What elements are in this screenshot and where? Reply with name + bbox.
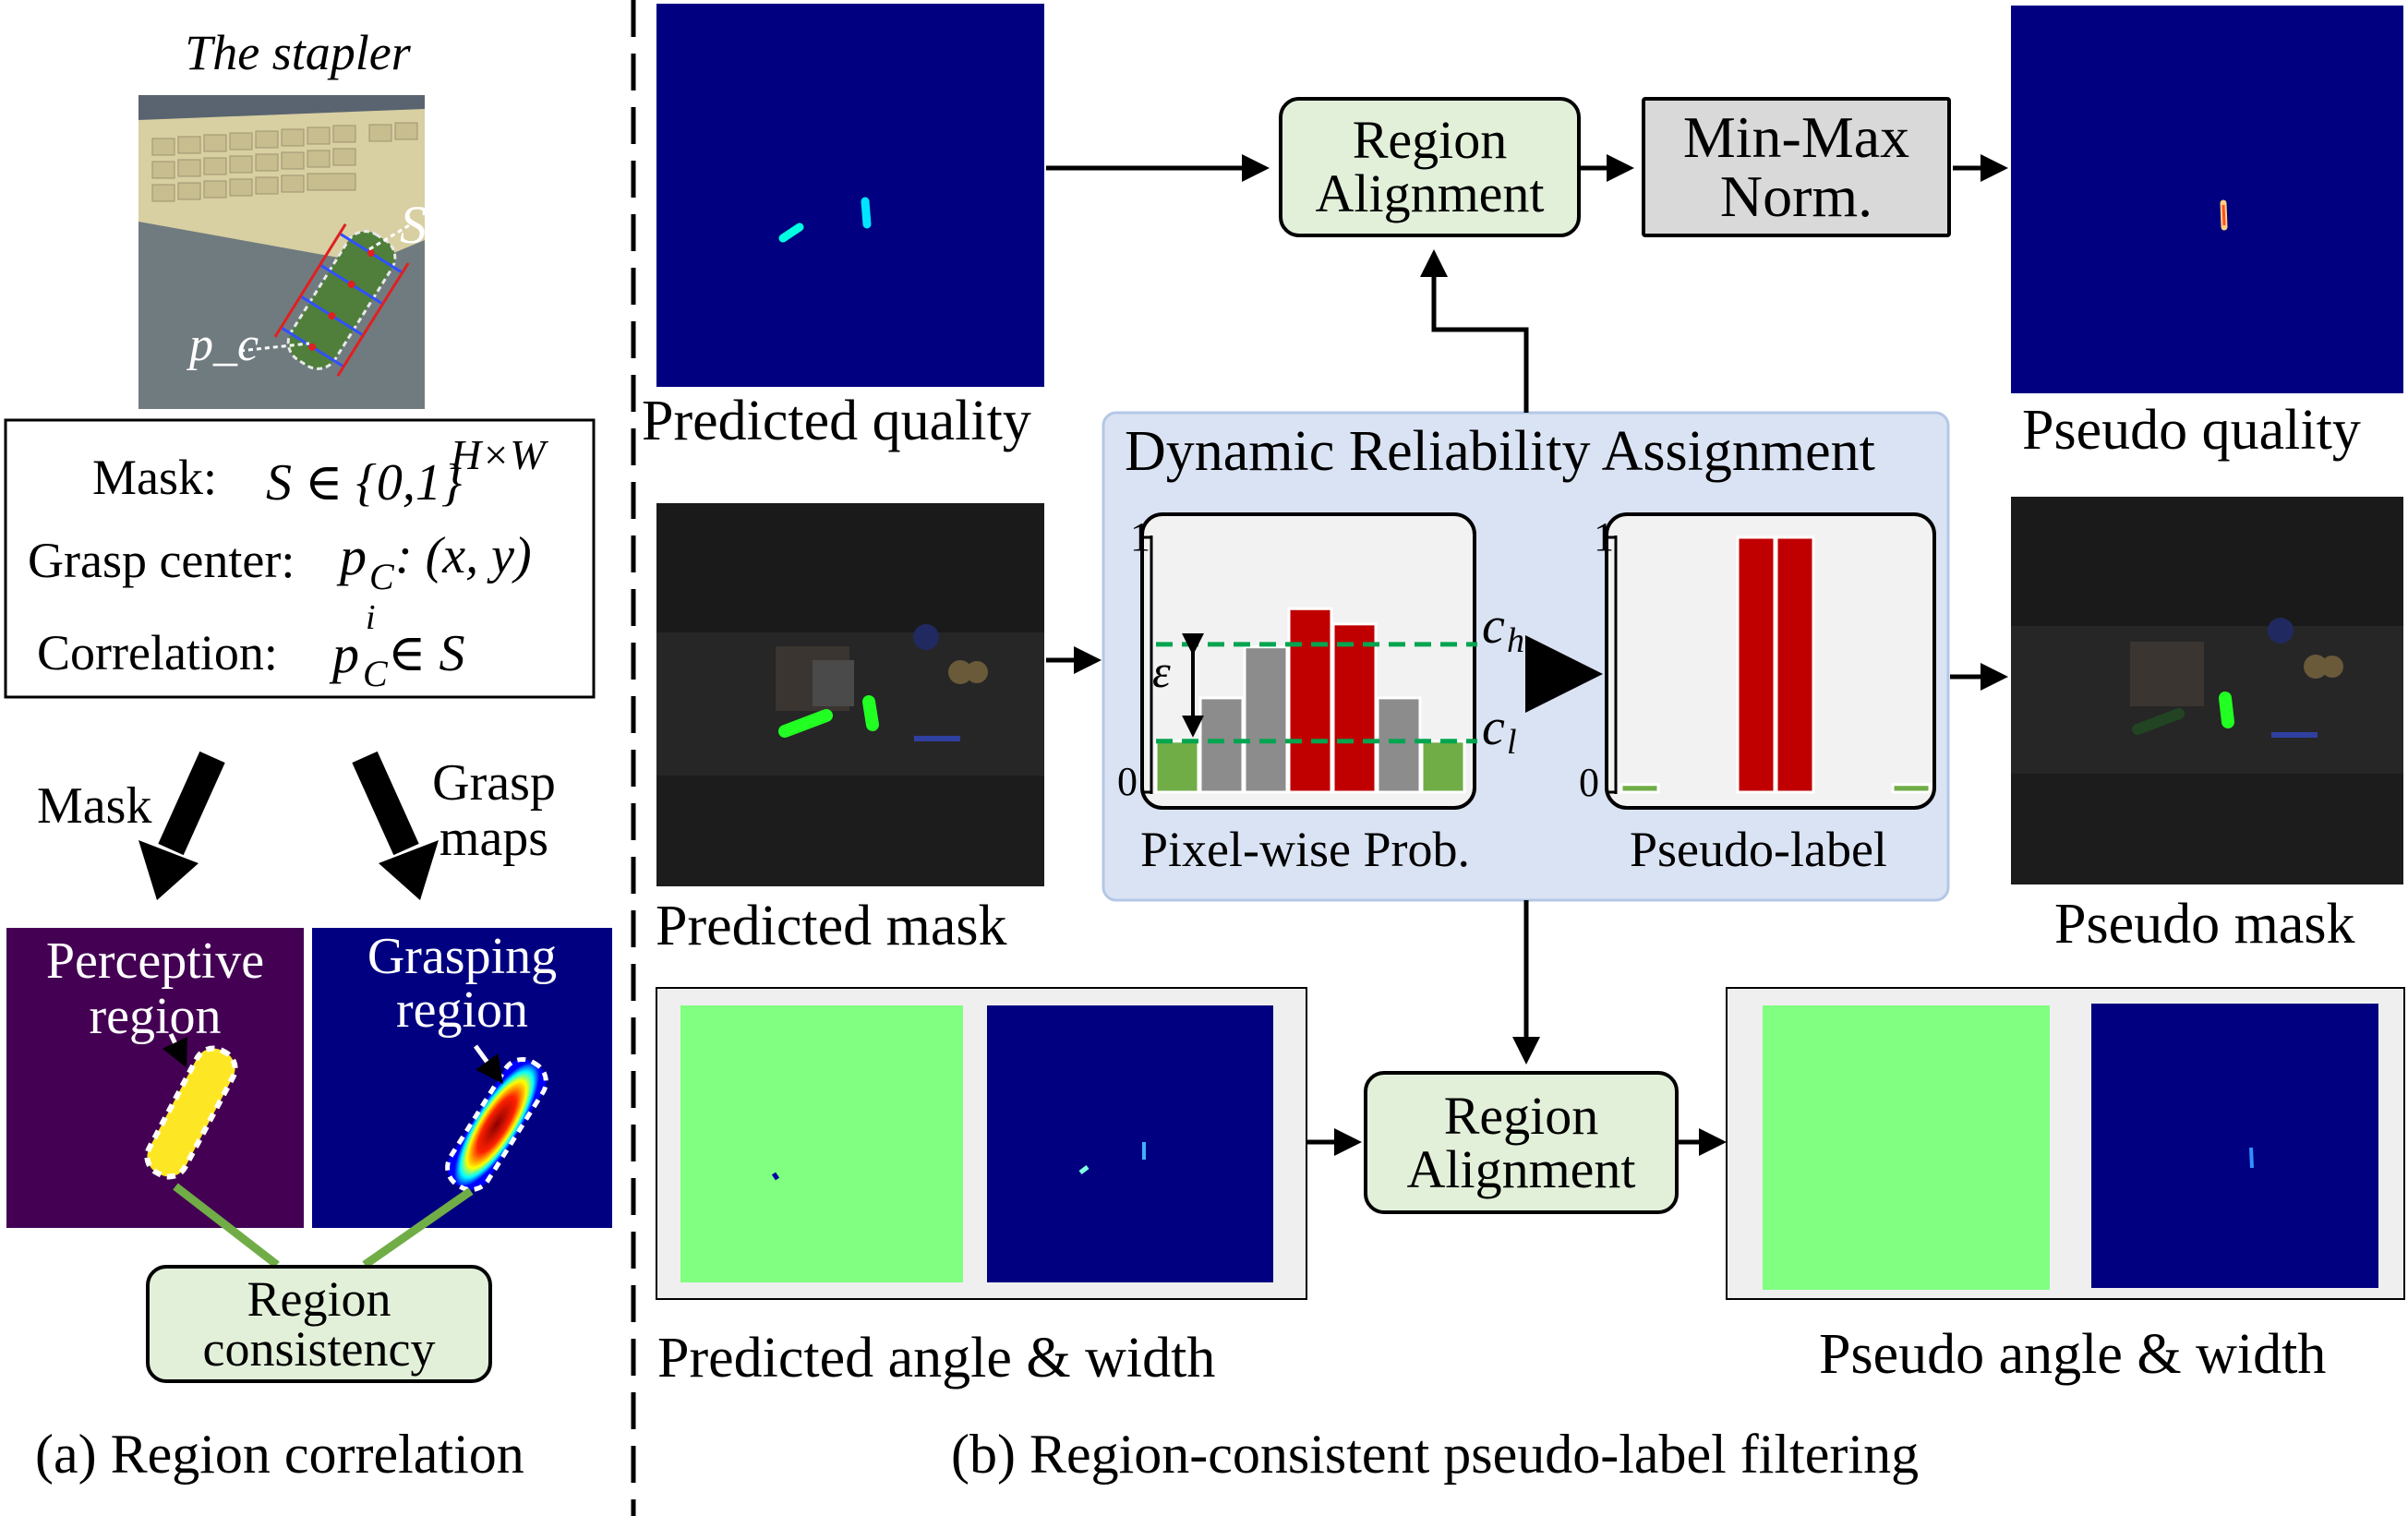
perceptive-pointer	[162, 1032, 187, 1068]
pseudo-bar-0	[1619, 783, 1660, 794]
perceptive-label-2: region	[89, 988, 222, 1045]
pseudo-mask-label: Pseudo mask	[2054, 893, 2355, 956]
corr-def-label: Correlation:	[37, 625, 278, 680]
pseudo-quality-image	[2011, 6, 2403, 393]
mask-def-label: Mask:	[92, 450, 217, 505]
mask-def-sup: H×W	[451, 431, 546, 478]
pseudo-bar-3	[1736, 535, 1776, 794]
predicted-mask-label: Predicted mask	[656, 895, 1007, 957]
mask-symbol: S	[400, 195, 427, 255]
prob-bar-3	[1287, 607, 1333, 794]
chart1-axis-one: 1	[1130, 514, 1150, 559]
chart1-axis-zero: 0	[1117, 759, 1138, 804]
region-alignment-bottom-box: Region Alignment	[1364, 1071, 1679, 1214]
pseudo-mask-image	[2011, 497, 2403, 884]
epsilon-label: ε	[1152, 645, 1171, 697]
pseudo-label-label: Pseudo-label	[1630, 822, 1887, 877]
corr-def-expr: p	[332, 624, 359, 684]
center-def-label: Grasp center:	[28, 533, 295, 588]
grasping-region-image	[312, 928, 612, 1228]
left-caption: (a) Region correlation	[35, 1424, 524, 1485]
center-def-expr: p	[340, 526, 367, 586]
corr-def-sup: i	[366, 598, 376, 637]
prob-bar-6	[1420, 740, 1466, 794]
predicted-width-map	[987, 1005, 1273, 1282]
corr-def-tail: ∈ S	[388, 625, 465, 682]
region-consistency-line1: Region	[247, 1271, 391, 1327]
perceptive-region-image	[6, 928, 304, 1228]
region-alignment-top-line2: Alignment	[1315, 163, 1545, 223]
corr-def-sub: C	[363, 653, 388, 694]
chart2-axis-one: 1	[1594, 514, 1614, 559]
image-title: The stapler	[185, 25, 411, 80]
center-def-tail: : (x, y)	[395, 527, 532, 584]
grasping-label-1: Grasping	[367, 928, 558, 985]
predicted-mask-image	[656, 503, 1044, 886]
right-caption: (b) Region-consistent pseudo-label filte…	[951, 1424, 1920, 1485]
connector-grasping	[362, 1187, 474, 1269]
pseudo-quality-label: Pseudo quality	[2022, 399, 2361, 462]
prob-bar-1	[1198, 696, 1245, 794]
center-symbol: p_c	[189, 319, 259, 371]
grasp-maps-arrow	[352, 751, 439, 900]
mask-arrow	[138, 751, 225, 900]
dra-to-alignment-arrow	[1420, 249, 1529, 413]
dra-title: Dynamic Reliability Assignment	[1125, 420, 1875, 483]
region-alignment-top-line1: Region	[1352, 110, 1508, 170]
predicted-width-mark-1	[1078, 1165, 1090, 1174]
prob-bar-4	[1331, 622, 1378, 794]
cl-label: c	[1482, 699, 1505, 756]
grasping-label-2: region	[395, 981, 529, 1039]
connector-perceptive	[173, 1183, 280, 1269]
region-alignment-bottom-line1: Region	[1443, 1085, 1599, 1146]
pseudo-bar-7	[1891, 783, 1932, 794]
predicted-quality-label: Predicted quality	[642, 390, 1031, 452]
pixel-prob-label: Pixel-wise Prob.	[1140, 822, 1470, 877]
pseudo-width-mark	[2249, 1147, 2254, 1169]
predicted-angle-width-label: Predicted angle & width	[657, 1327, 1216, 1390]
pseudo-angle-width-label: Pseudo angle & width	[1819, 1323, 2327, 1386]
prob-bar-2	[1243, 645, 1289, 794]
ch-label: c	[1482, 597, 1505, 655]
stapler-photo	[138, 95, 425, 409]
pseudo-angle-map	[1763, 1005, 2050, 1290]
center-def-sub: C	[369, 556, 394, 597]
definitions-box	[4, 418, 596, 699]
cl-sub: l	[1507, 723, 1517, 762]
perceptive-label-1: Perceptive	[45, 932, 265, 990]
pseudo-width-map	[2091, 1004, 2378, 1288]
mask-def-expr: S ∈ {0,1}	[266, 454, 463, 511]
chart2-axis-zero: 0	[1579, 760, 1599, 805]
predicted-angle-mark	[771, 1172, 780, 1181]
prob-bar-5	[1376, 696, 1422, 794]
minmax-norm-box: Min-Max Norm.	[1642, 97, 1951, 237]
predicted-quality-image	[656, 4, 1044, 387]
mask-arrow-label: Mask	[37, 777, 152, 835]
prob-bar-0	[1154, 740, 1200, 794]
grasp-arrow-label-1: Grasp	[432, 754, 556, 812]
region-alignment-bottom-line2: Alignment	[1406, 1138, 1636, 1199]
region-alignment-top-box: Region Alignment	[1279, 97, 1581, 237]
minmax-line1: Min-Max	[1682, 104, 1910, 170]
predicted-angle-map	[680, 1005, 963, 1282]
ch-sub: h	[1507, 621, 1524, 660]
minmax-line2: Norm.	[1719, 163, 1873, 229]
grasping-pointer	[473, 1044, 503, 1085]
region-consistency-box: Region consistency	[146, 1265, 492, 1383]
grasp-arrow-label-2: maps	[439, 810, 549, 867]
region-consistency-line2: consistency	[202, 1321, 436, 1377]
pseudo-bar-4	[1775, 535, 1815, 794]
